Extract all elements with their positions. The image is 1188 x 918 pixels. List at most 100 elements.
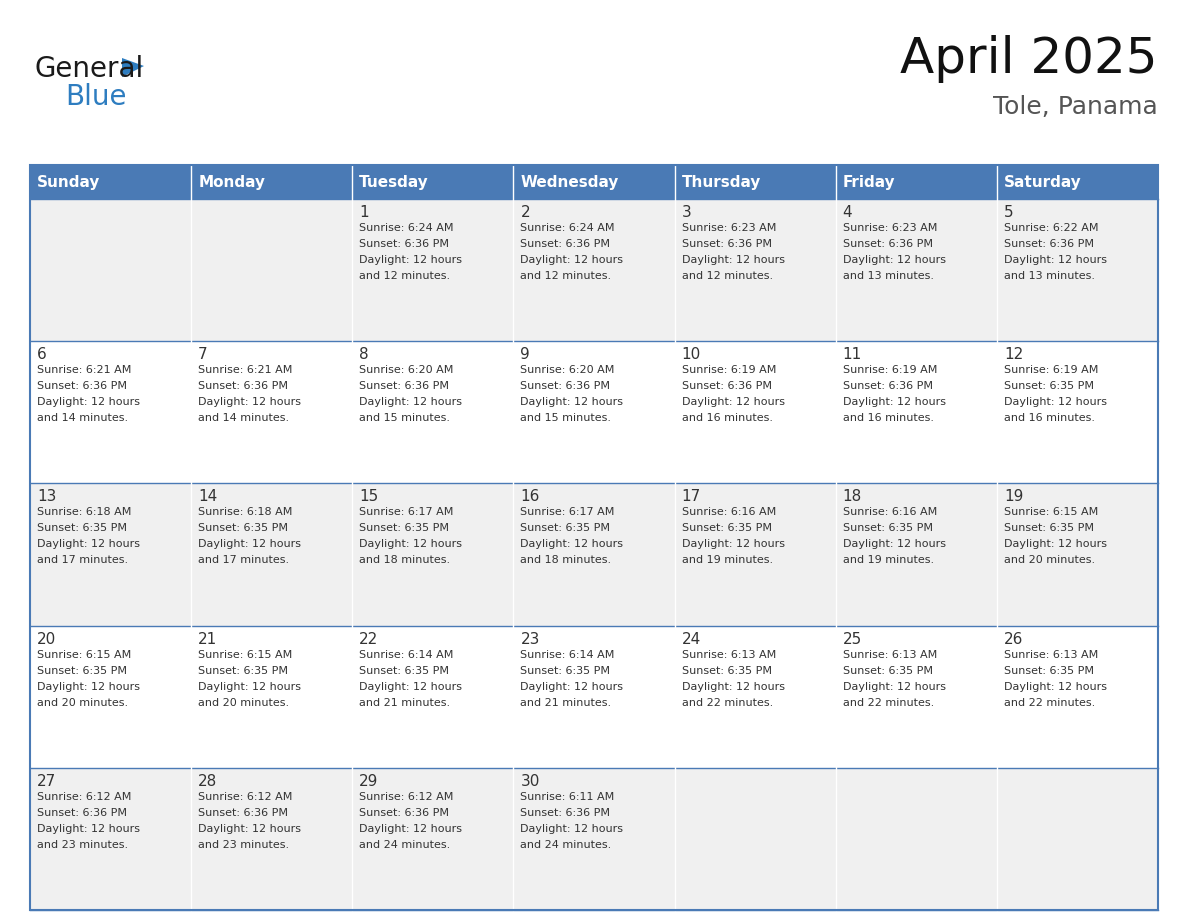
Text: Thursday: Thursday (682, 174, 762, 189)
Bar (191, 165, 353, 199)
Text: Daylight: 12 hours: Daylight: 12 hours (1004, 681, 1107, 691)
Text: Daylight: 12 hours: Daylight: 12 hours (359, 397, 462, 408)
Text: and 20 minutes.: and 20 minutes. (198, 698, 289, 708)
Text: 10: 10 (682, 347, 701, 363)
Text: Sunrise: 6:20 AM: Sunrise: 6:20 AM (359, 365, 454, 375)
Text: Sunrise: 6:16 AM: Sunrise: 6:16 AM (682, 508, 776, 518)
Text: and 12 minutes.: and 12 minutes. (359, 271, 450, 281)
Text: Sunrise: 6:22 AM: Sunrise: 6:22 AM (1004, 223, 1099, 233)
Text: Sunset: 6:35 PM: Sunset: 6:35 PM (682, 523, 771, 533)
Text: Sunrise: 6:21 AM: Sunrise: 6:21 AM (198, 365, 292, 375)
Text: 24: 24 (682, 632, 701, 646)
Bar (30, 484, 1158, 625)
Text: and 20 minutes.: and 20 minutes. (37, 698, 128, 708)
Text: Daylight: 12 hours: Daylight: 12 hours (359, 255, 462, 265)
Bar (675, 165, 835, 199)
Text: Sunset: 6:36 PM: Sunset: 6:36 PM (198, 381, 289, 391)
Text: April 2025: April 2025 (901, 35, 1158, 83)
Text: 20: 20 (37, 632, 56, 646)
Text: and 17 minutes.: and 17 minutes. (37, 555, 128, 565)
Polygon shape (122, 58, 144, 77)
Text: 22: 22 (359, 632, 379, 646)
Text: 11: 11 (842, 347, 862, 363)
Bar (997, 165, 1158, 199)
Text: Sunday: Sunday (37, 174, 100, 189)
Text: and 19 minutes.: and 19 minutes. (682, 555, 772, 565)
Text: Wednesday: Wednesday (520, 174, 619, 189)
Text: Sunrise: 6:15 AM: Sunrise: 6:15 AM (37, 650, 131, 660)
Text: Sunrise: 6:13 AM: Sunrise: 6:13 AM (842, 650, 937, 660)
Bar (513, 165, 675, 199)
Text: 2: 2 (520, 205, 530, 220)
Text: Sunset: 6:35 PM: Sunset: 6:35 PM (842, 666, 933, 676)
Text: Daylight: 12 hours: Daylight: 12 hours (37, 681, 140, 691)
Text: Daylight: 12 hours: Daylight: 12 hours (682, 397, 784, 408)
Text: and 12 minutes.: and 12 minutes. (682, 271, 772, 281)
Text: 15: 15 (359, 489, 379, 504)
Text: Sunset: 6:36 PM: Sunset: 6:36 PM (359, 808, 449, 818)
Text: Daylight: 12 hours: Daylight: 12 hours (520, 540, 624, 549)
Text: Sunset: 6:35 PM: Sunset: 6:35 PM (842, 523, 933, 533)
Text: 12: 12 (1004, 347, 1023, 363)
Text: Sunrise: 6:11 AM: Sunrise: 6:11 AM (520, 792, 614, 801)
Text: Daylight: 12 hours: Daylight: 12 hours (682, 681, 784, 691)
Text: Daylight: 12 hours: Daylight: 12 hours (198, 823, 301, 834)
Text: Sunrise: 6:19 AM: Sunrise: 6:19 AM (1004, 365, 1098, 375)
Text: 8: 8 (359, 347, 369, 363)
Bar (835, 165, 997, 199)
Text: Sunrise: 6:21 AM: Sunrise: 6:21 AM (37, 365, 132, 375)
Bar (30, 767, 1158, 910)
Text: Daylight: 12 hours: Daylight: 12 hours (37, 823, 140, 834)
Text: Sunset: 6:35 PM: Sunset: 6:35 PM (520, 523, 611, 533)
Text: Sunset: 6:36 PM: Sunset: 6:36 PM (359, 239, 449, 249)
Text: Sunset: 6:35 PM: Sunset: 6:35 PM (359, 523, 449, 533)
Text: Daylight: 12 hours: Daylight: 12 hours (198, 540, 301, 549)
Text: 29: 29 (359, 774, 379, 789)
Text: Sunset: 6:35 PM: Sunset: 6:35 PM (1004, 381, 1094, 391)
Text: Daylight: 12 hours: Daylight: 12 hours (359, 681, 462, 691)
Text: 17: 17 (682, 489, 701, 504)
Bar (353, 165, 513, 199)
Text: Sunrise: 6:23 AM: Sunrise: 6:23 AM (842, 223, 937, 233)
Text: 27: 27 (37, 774, 56, 789)
Text: Sunrise: 6:15 AM: Sunrise: 6:15 AM (1004, 508, 1098, 518)
Text: 30: 30 (520, 774, 539, 789)
Text: Sunset: 6:35 PM: Sunset: 6:35 PM (1004, 666, 1094, 676)
Text: 4: 4 (842, 205, 852, 220)
Text: 3: 3 (682, 205, 691, 220)
Text: Saturday: Saturday (1004, 174, 1081, 189)
Text: Sunrise: 6:17 AM: Sunrise: 6:17 AM (359, 508, 454, 518)
Text: 16: 16 (520, 489, 539, 504)
Text: Sunrise: 6:20 AM: Sunrise: 6:20 AM (520, 365, 615, 375)
Text: Daylight: 12 hours: Daylight: 12 hours (682, 255, 784, 265)
Text: Sunrise: 6:24 AM: Sunrise: 6:24 AM (359, 223, 454, 233)
Text: Blue: Blue (65, 83, 126, 111)
Text: Sunrise: 6:13 AM: Sunrise: 6:13 AM (682, 650, 776, 660)
Text: 25: 25 (842, 632, 862, 646)
Bar (30, 625, 1158, 767)
Text: and 22 minutes.: and 22 minutes. (842, 698, 934, 708)
Text: and 19 minutes.: and 19 minutes. (842, 555, 934, 565)
Text: and 15 minutes.: and 15 minutes. (520, 413, 612, 423)
Text: and 21 minutes.: and 21 minutes. (520, 698, 612, 708)
Text: Sunset: 6:35 PM: Sunset: 6:35 PM (1004, 523, 1094, 533)
Text: Daylight: 12 hours: Daylight: 12 hours (37, 540, 140, 549)
Text: 13: 13 (37, 489, 56, 504)
Text: Daylight: 12 hours: Daylight: 12 hours (359, 823, 462, 834)
Text: Daylight: 12 hours: Daylight: 12 hours (1004, 540, 1107, 549)
Text: Sunset: 6:35 PM: Sunset: 6:35 PM (37, 523, 127, 533)
Bar (30, 165, 191, 199)
Text: Sunset: 6:35 PM: Sunset: 6:35 PM (198, 666, 289, 676)
Text: Sunrise: 6:14 AM: Sunrise: 6:14 AM (359, 650, 454, 660)
Text: and 15 minutes.: and 15 minutes. (359, 413, 450, 423)
Text: Sunrise: 6:13 AM: Sunrise: 6:13 AM (1004, 650, 1098, 660)
Text: Sunrise: 6:14 AM: Sunrise: 6:14 AM (520, 650, 615, 660)
Text: Daylight: 12 hours: Daylight: 12 hours (842, 397, 946, 408)
Text: and 24 minutes.: and 24 minutes. (359, 840, 450, 850)
Text: and 16 minutes.: and 16 minutes. (1004, 413, 1095, 423)
Text: 5: 5 (1004, 205, 1013, 220)
Text: Sunset: 6:36 PM: Sunset: 6:36 PM (842, 239, 933, 249)
Text: Daylight: 12 hours: Daylight: 12 hours (520, 823, 624, 834)
Text: and 23 minutes.: and 23 minutes. (37, 840, 128, 850)
Text: and 21 minutes.: and 21 minutes. (359, 698, 450, 708)
